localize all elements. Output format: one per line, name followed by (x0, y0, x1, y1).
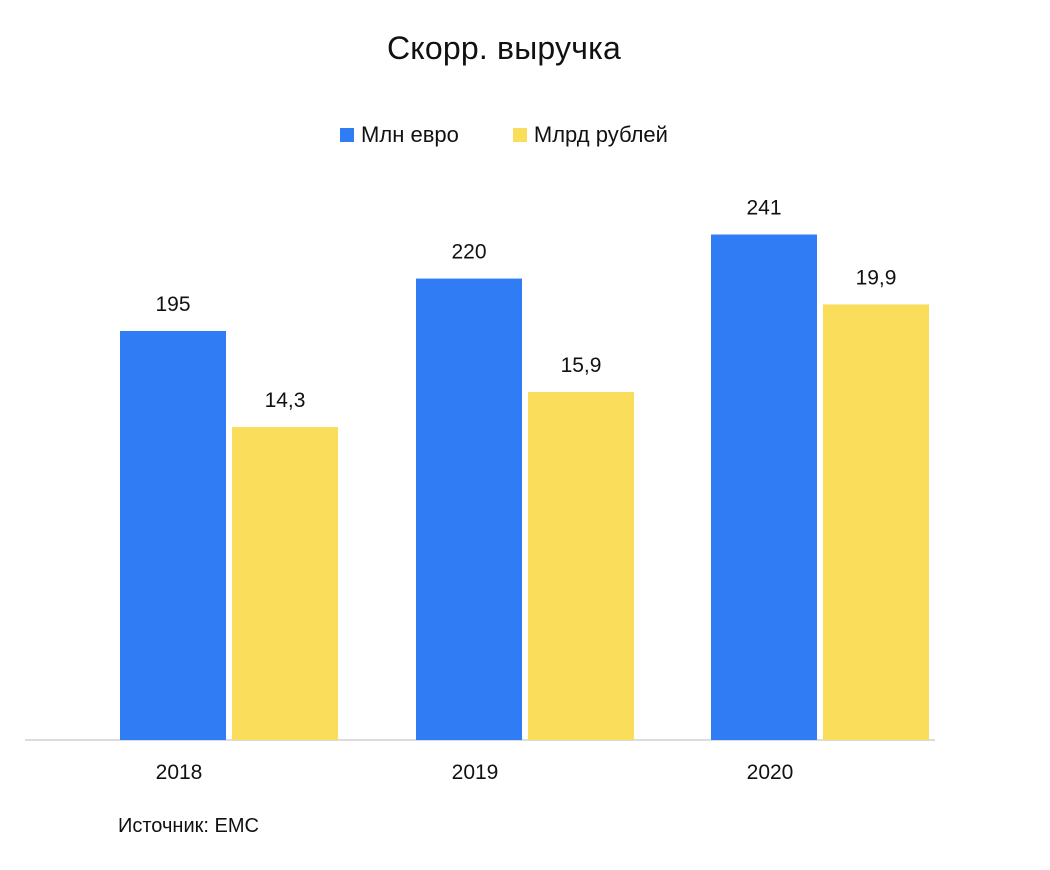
legend-swatch-eur (340, 128, 355, 142)
data-label-eur-2019: 220 (451, 241, 486, 264)
data-label-eur-2020: 241 (746, 197, 781, 220)
legend-label-eur: Млн евро (361, 122, 459, 147)
bar-eur-2019 (416, 278, 522, 740)
legend-item-eur: Млн евро (340, 122, 459, 148)
bar-rub-2018 (232, 427, 338, 740)
bar-rub-2019 (528, 391, 634, 740)
data-label-rub-2018: 14,3 (265, 389, 306, 412)
data-label-rub-2019: 15,9 (561, 354, 602, 377)
chart-title: Скорр. выручка (386, 30, 622, 66)
legend-label-rub: Млрд рублей (533, 122, 668, 147)
legend-item-rub: Млрд рублей (512, 122, 668, 148)
source-note: Источник: EMC (118, 815, 259, 837)
data-label-rub-2020: 19,9 (856, 266, 897, 289)
data-label-eur-2018: 195 (155, 293, 190, 316)
bar-eur-2020 (711, 234, 817, 740)
chart-legend: Млн евро Млрд рублей (0, 122, 1008, 148)
x-tick-label-2020: 2020 (747, 761, 794, 784)
x-tick-label-2019: 2019 (452, 761, 499, 784)
legend-swatch-rub (512, 128, 527, 142)
bar-eur-2018 (120, 331, 226, 740)
bar-rub-2020 (823, 304, 929, 740)
x-tick-label-2018: 2018 (156, 761, 203, 784)
